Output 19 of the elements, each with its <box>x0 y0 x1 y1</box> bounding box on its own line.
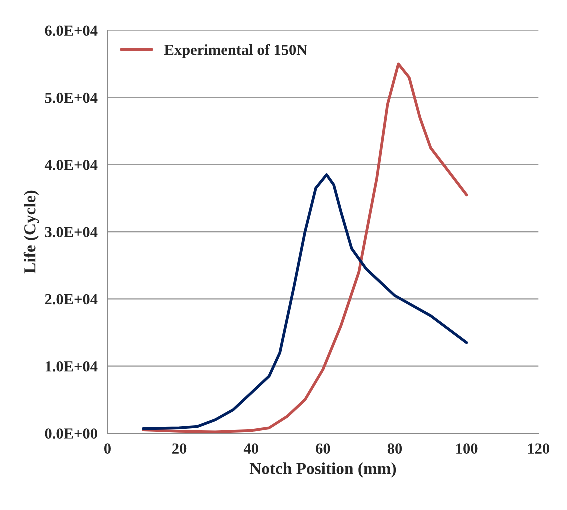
x-tick-label: 120 <box>528 444 550 454</box>
x-axis-title: Notch Position (mm) <box>250 462 396 478</box>
y-tick-label: 0.0E+00 <box>45 428 98 440</box>
y-tick-label: 6.0E+04 <box>45 26 98 36</box>
y-tick-label: 1.0E+04 <box>46 361 98 372</box>
x-tick-label: 0 <box>104 444 111 454</box>
y-tick-label: 2.0E+04 <box>45 294 98 305</box>
y-axis-title: Life (Cycle) <box>24 190 40 274</box>
x-tick-label: 60 <box>316 444 330 454</box>
legend-label: Experimental of 150N <box>164 44 308 58</box>
y-tick-label: 4.0E+04 <box>44 160 98 170</box>
x-tick-label: 100 <box>456 444 478 454</box>
x-tick-label: 40 <box>244 444 258 454</box>
line-series <box>142 62 468 434</box>
x-tick-label: 80 <box>388 444 402 454</box>
x-tick-label: 20 <box>172 444 187 454</box>
y-tick-label: 3.0E+04 <box>45 227 98 238</box>
line-series <box>142 174 468 430</box>
y-tick-label: 5.0E+04 <box>45 92 98 104</box>
